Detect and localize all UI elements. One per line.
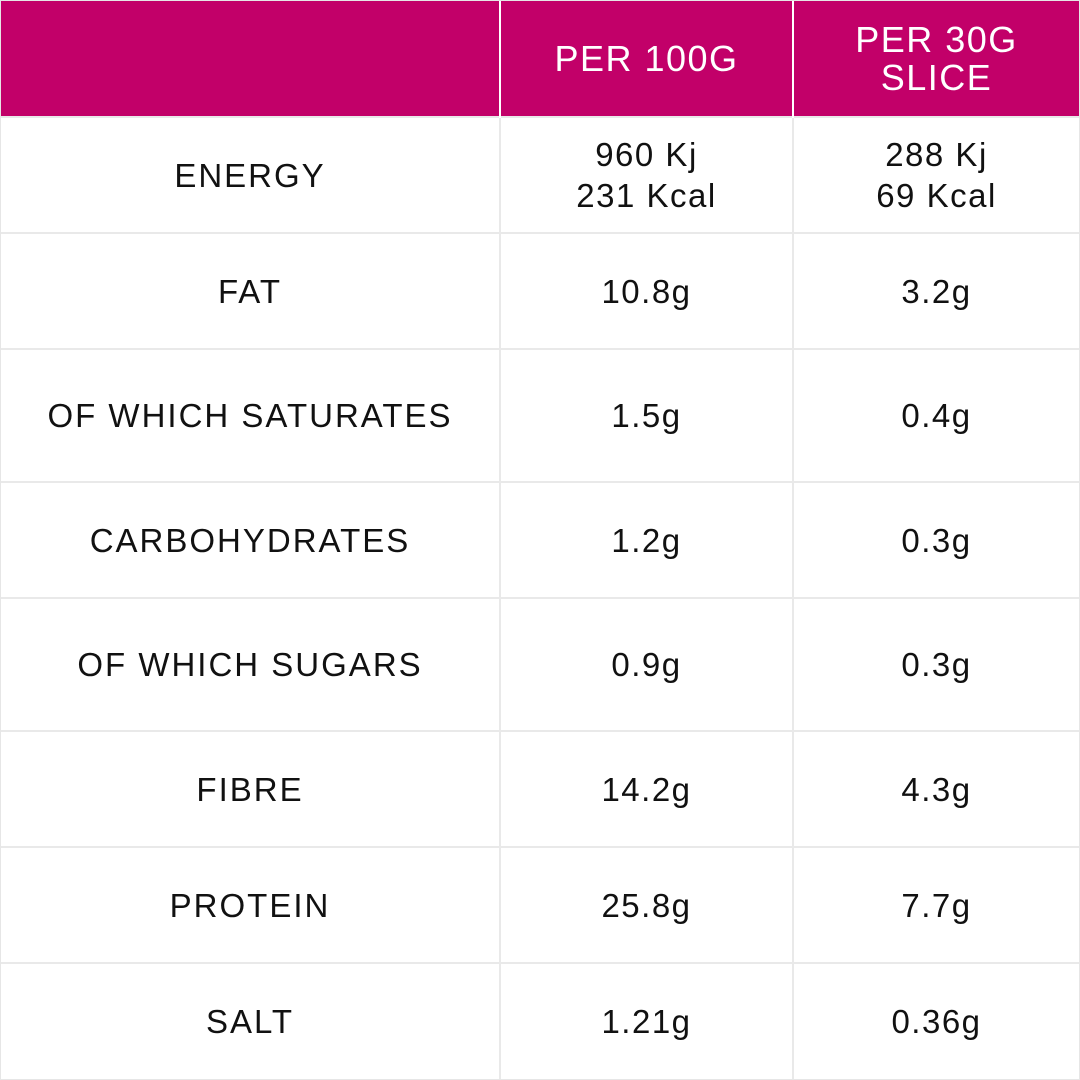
table-row-carbohydrates: CARBOHYDRATES 1.2g 0.3g (1, 481, 1079, 598)
nutrient-label: SALT (1, 962, 500, 1079)
nutrient-label: OF WHICH SATURATES (1, 348, 500, 482)
value-per-100g: 960 Kj 231 Kcal (499, 116, 793, 233)
value-per-30g: 7.7g (792, 846, 1079, 963)
value-per-30g: 0.3g (792, 597, 1079, 731)
nutrient-label: FIBRE (1, 730, 500, 847)
table-row-fibre: FIBRE 14.2g 4.3g (1, 730, 1079, 847)
nutrient-label: FAT (1, 232, 500, 349)
value-per-100g: 25.8g (499, 846, 793, 963)
value-per-100g: 10.8g (499, 232, 793, 349)
nutrient-label: CARBOHYDRATES (1, 481, 500, 598)
value-per-100g: 1.5g (499, 348, 793, 482)
table-row-sugars: OF WHICH SUGARS 0.9g 0.3g (1, 597, 1079, 731)
value-per-100g: 14.2g (499, 730, 793, 847)
header-per-100g: PER 100G (499, 1, 793, 117)
table-row-saturates: OF WHICH SATURATES 1.5g 0.4g (1, 348, 1079, 482)
table-row-fat: FAT 10.8g 3.2g (1, 232, 1079, 349)
table-row-energy: ENERGY 960 Kj 231 Kcal 288 Kj 69 Kcal (1, 116, 1079, 233)
value-per-30g: 0.4g (792, 348, 1079, 482)
value-per-30g: 0.3g (792, 481, 1079, 598)
nutrient-label: OF WHICH SUGARS (1, 597, 500, 731)
energy-kj-per-30g: 288 Kj (885, 136, 988, 173)
value-per-30g: 3.2g (792, 232, 1079, 349)
energy-kcal-per-100g: 231 Kcal (576, 177, 717, 214)
header-per-30g-slice: PER 30G SLICE (792, 1, 1079, 117)
energy-kj-per-100g: 960 Kj (595, 136, 698, 173)
table-body: ENERGY 960 Kj 231 Kcal 288 Kj 69 Kcal FA… (1, 116, 1079, 1079)
header-row: PER 100G PER 30G SLICE (1, 1, 1079, 117)
value-per-100g: 1.21g (499, 962, 793, 1079)
header-per-30g-line2: SLICE (880, 56, 993, 98)
value-per-100g: 1.2g (499, 481, 793, 598)
header-per-30g-line1: PER 30G (855, 18, 1018, 60)
table-header: PER 100G PER 30G SLICE (1, 1, 1079, 117)
table-row-protein: PROTEIN 25.8g 7.7g (1, 846, 1079, 963)
nutrient-label: ENERGY (1, 116, 500, 233)
header-blank-cell (1, 1, 500, 117)
value-per-30g: 288 Kj 69 Kcal (792, 116, 1079, 233)
energy-kcal-per-30g: 69 Kcal (876, 177, 997, 214)
value-per-30g: 4.3g (792, 730, 1079, 847)
table-row-salt: SALT 1.21g 0.36g (1, 962, 1079, 1079)
value-per-100g: 0.9g (499, 597, 793, 731)
value-per-30g: 0.36g (792, 962, 1079, 1079)
nutrient-label: PROTEIN (1, 846, 500, 963)
